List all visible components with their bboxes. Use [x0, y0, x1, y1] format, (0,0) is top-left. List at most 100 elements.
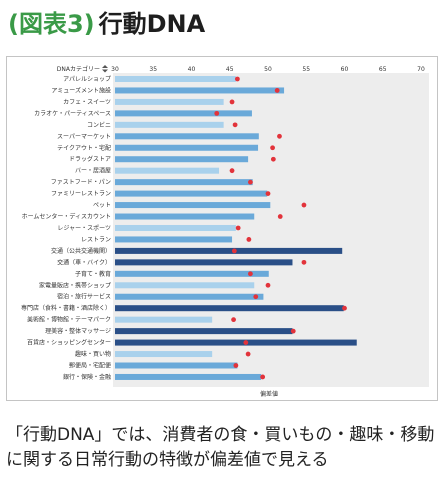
- x-tick-label: 65: [379, 66, 387, 73]
- category-label: 交通（公共交通機関）: [51, 247, 111, 255]
- bar: [115, 259, 293, 266]
- marker-dot: [229, 168, 235, 174]
- marker-dot: [277, 214, 283, 219]
- marker-dot: [245, 351, 251, 357]
- figure-number: (図表3): [8, 10, 95, 38]
- x-axis-label: 偏差値: [260, 390, 278, 398]
- category-header: DNAカテゴリー: [57, 65, 100, 73]
- bar: [115, 98, 224, 105]
- marker-dot: [229, 99, 235, 105]
- category-label: 理美容・整体マッサージ: [45, 327, 111, 335]
- marker-dot: [235, 225, 241, 231]
- category-label: 百貨店・ショッピングセンター: [27, 339, 111, 347]
- bar: [115, 87, 285, 94]
- category-label: ファミリーレストラン: [51, 191, 111, 198]
- category-label: バー・居酒屋: [75, 167, 111, 175]
- bar: [115, 282, 255, 289]
- bar: [115, 144, 259, 151]
- category-label: ドラッグストア: [69, 155, 111, 163]
- category-label: ペット: [93, 202, 111, 209]
- bar: [115, 213, 255, 220]
- sort-icon-up: [102, 65, 108, 68]
- marker-dot: [342, 305, 347, 311]
- marker-dot: [231, 248, 237, 254]
- sort-icon: [102, 65, 108, 73]
- category-label: 趣味・買い物: [75, 350, 111, 358]
- marker-dot: [231, 317, 236, 323]
- x-tick-label: 50: [264, 66, 272, 73]
- category-label: 郵便局・宅配便: [69, 362, 111, 370]
- category-label: 家電量販店・携帯ショップ: [39, 281, 111, 289]
- marker-dot: [270, 156, 276, 162]
- marker-dot: [277, 133, 282, 139]
- category-label: 美術館・博物館・テーマパーク: [27, 316, 111, 324]
- bar: [115, 270, 269, 277]
- figure-title: (図表3) 行動DNA: [8, 8, 205, 40]
- category-label: レジャー・スポーツ: [57, 224, 111, 232]
- figure-title-text: 行動DNA: [98, 10, 206, 38]
- x-tick-label: 60: [341, 66, 349, 73]
- marker-dot: [246, 237, 252, 242]
- bar: [115, 293, 264, 300]
- bar: [115, 328, 293, 335]
- bar: [115, 190, 268, 197]
- x-tick-label: 70: [417, 66, 425, 73]
- category-label: コンビニ: [87, 121, 111, 129]
- marker-dot: [274, 88, 280, 93]
- marker-dot: [265, 282, 271, 288]
- marker-dot: [301, 202, 307, 208]
- marker-dot: [243, 340, 249, 345]
- bar: [115, 179, 253, 186]
- marker-dot: [290, 328, 296, 334]
- bar: [115, 305, 344, 312]
- marker-dot: [270, 145, 275, 151]
- category-label: 交通（車・バイク）: [57, 258, 111, 266]
- x-tick-label: 55: [302, 66, 310, 73]
- sort-icon-down: [102, 69, 108, 73]
- category-label: 銀行・保険・金融: [63, 373, 111, 381]
- bar: [115, 133, 259, 140]
- category-label: 宿泊・旅行サービス: [57, 293, 111, 301]
- marker-dot: [233, 363, 239, 368]
- x-tick-label: 30: [111, 66, 119, 73]
- marker-dot: [235, 76, 240, 82]
- x-tick-label: 35: [149, 66, 157, 73]
- marker-dot: [248, 179, 253, 185]
- bar: [115, 121, 224, 128]
- marker-dot: [260, 374, 266, 380]
- bar: [115, 362, 238, 369]
- category-label: レストラン: [81, 236, 111, 243]
- marker-dot: [301, 259, 307, 265]
- caption-line-2: に関する日常行動の特徴が偏差値で見える: [6, 450, 329, 470]
- bar: [115, 236, 233, 243]
- chart-svg: 30 35 40 45 50 55 60 65 70 DNAカテゴリーアパレルショップアミューズメ…: [21, 65, 429, 398]
- x-tick-label: 45: [226, 66, 234, 73]
- x-tick-label: 40: [188, 66, 196, 73]
- category-label: ホームセンター・ディスカウント: [22, 213, 111, 221]
- category-label: スーパーマーケット: [57, 133, 111, 140]
- marker-dot: [253, 294, 259, 300]
- category-label: 専門店（食料・書籍・酒店除く）: [21, 304, 111, 312]
- category-label: ファストフード・パン: [51, 179, 111, 186]
- marker-dot: [248, 271, 253, 277]
- bar: [115, 156, 249, 163]
- category-label: カフェ・スイーツ: [63, 99, 111, 106]
- bar: [115, 110, 252, 117]
- category-label: 子育て・教育: [75, 270, 111, 278]
- bar: [115, 167, 220, 174]
- bar: [115, 76, 236, 82]
- category-label: カラオケ・パーティスペース: [34, 110, 111, 117]
- bar: [115, 316, 213, 323]
- caption-line-1: 「行動DNA」では、消費者の食・買いもの・趣味・移動: [6, 425, 435, 445]
- bar: [115, 339, 357, 346]
- bar: [115, 351, 213, 358]
- marker-dot: [265, 191, 271, 197]
- category-label: アミューズメント施設: [51, 86, 111, 94]
- category-label: アパレルショップ: [63, 76, 111, 83]
- marker-dot: [214, 110, 220, 116]
- bar: [115, 247, 343, 254]
- category-label: テイクアウト・宅配: [57, 144, 111, 152]
- marker-dot: [232, 122, 238, 128]
- bar: [115, 373, 262, 380]
- chart-frame: 30 35 40 45 50 55 60 65 70 DNAカテゴリーアパレルショップアミューズメ…: [6, 56, 438, 401]
